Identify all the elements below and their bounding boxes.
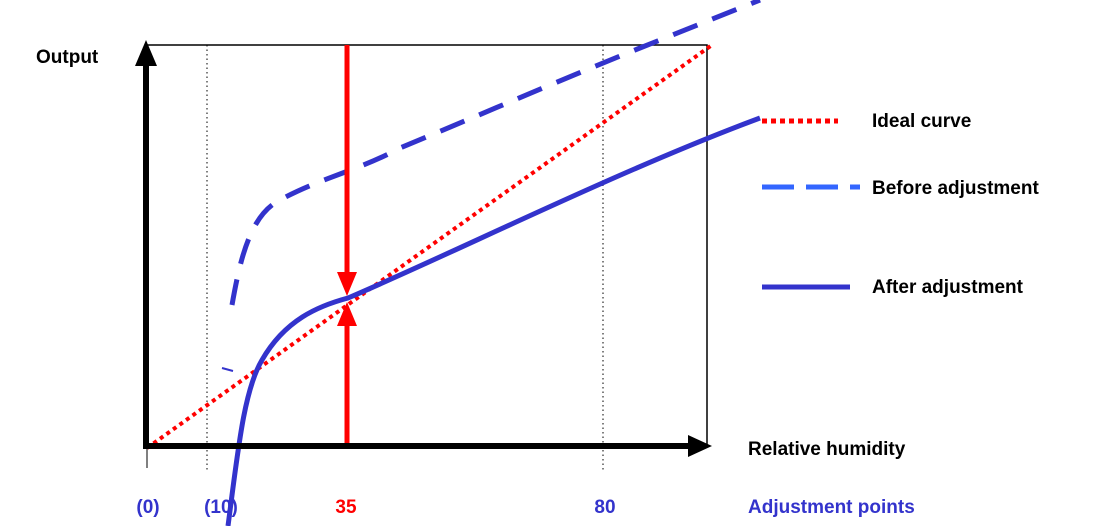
adjustment-tick-0: (0) [136,497,159,518]
legend-after-label: After adjustment [872,277,1024,298]
up-arrow-head [337,302,357,326]
adjustment-tick-10: (10) [204,497,238,518]
after-adjustment-curve [225,115,761,526]
legend-before-label: Before adjustment [872,178,1039,199]
adjustment-tick-80: 80 [594,497,615,518]
y-axis-arrowhead [135,40,157,66]
before-adjustment-curve [229,0,761,306]
down-arrow-head [337,272,357,296]
legend-ideal-label: Ideal curve [872,111,971,132]
x-axis-arrowhead [688,435,712,457]
adjustment-points-label: Adjustment points [748,497,915,518]
plot-frame [146,44,708,446]
y-axis-label: Output [36,47,99,68]
x-axis-label: Relative humidity [748,439,906,460]
ideal-curve-line [145,43,714,450]
adjustment-tick-35: 35 [335,497,357,518]
before-adjustment-tail [221,367,234,372]
